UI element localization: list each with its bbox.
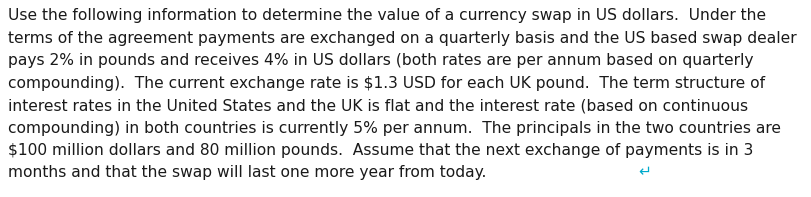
Text: ↵: ↵ [637,165,651,180]
Text: Use the following information to determine the value of a currency swap in US do: Use the following information to determi… [8,8,766,23]
Text: terms of the agreement payments are exchanged on a quarterly basis and the US ba: terms of the agreement payments are exch… [8,31,796,46]
Text: compounding) in both countries is currently 5% per annum.  The principals in the: compounding) in both countries is curren… [8,121,781,136]
Text: $100 million dollars and 80 million pounds.  Assume that the next exchange of pa: $100 million dollars and 80 million poun… [8,143,753,158]
Text: compounding).  The current exchange rate is $1.3 USD for each UK pound.  The ter: compounding). The current exchange rate … [8,75,765,90]
Text: interest rates in the United States and the UK is flat and the interest rate (ba: interest rates in the United States and … [8,98,748,113]
Text: months and that the swap will last one more year from today.: months and that the swap will last one m… [8,165,496,180]
Text: pays 2% in pounds and receives 4% in US dollars (both rates are per annum based : pays 2% in pounds and receives 4% in US … [8,53,753,68]
